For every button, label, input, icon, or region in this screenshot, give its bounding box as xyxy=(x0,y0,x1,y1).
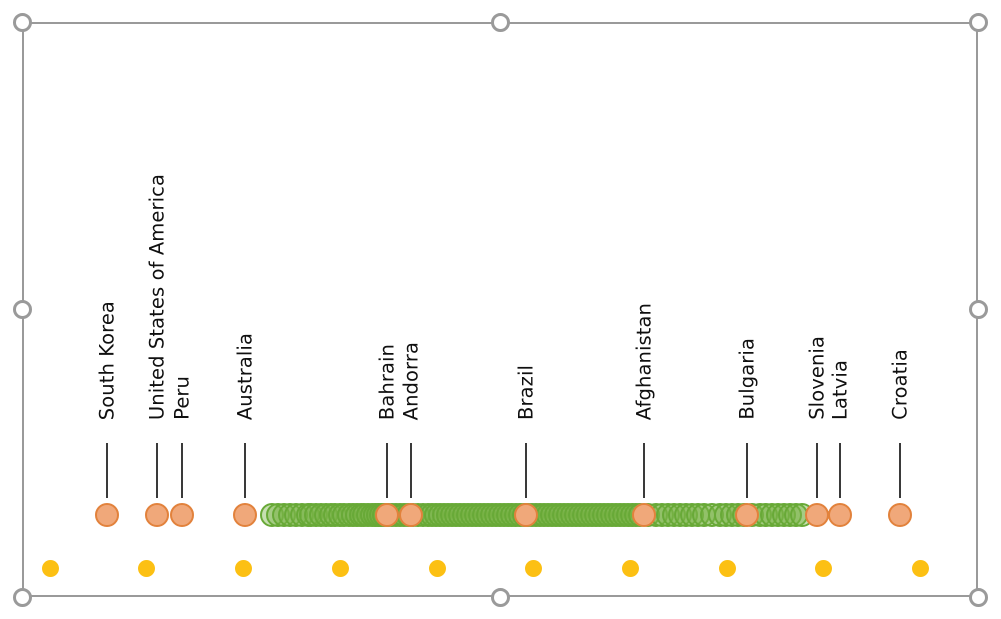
handle-middle-right[interactable] xyxy=(968,299,988,319)
handle-top-left[interactable] xyxy=(12,12,32,32)
handle-top-right[interactable] xyxy=(968,12,988,32)
handle-bottom-left[interactable] xyxy=(12,587,32,607)
chart-selection-frame[interactable] xyxy=(22,22,978,597)
handle-bottom-center[interactable] xyxy=(490,587,510,607)
handle-top-center[interactable] xyxy=(490,12,510,32)
handle-bottom-right[interactable] xyxy=(968,587,988,607)
handle-middle-left[interactable] xyxy=(12,299,32,319)
